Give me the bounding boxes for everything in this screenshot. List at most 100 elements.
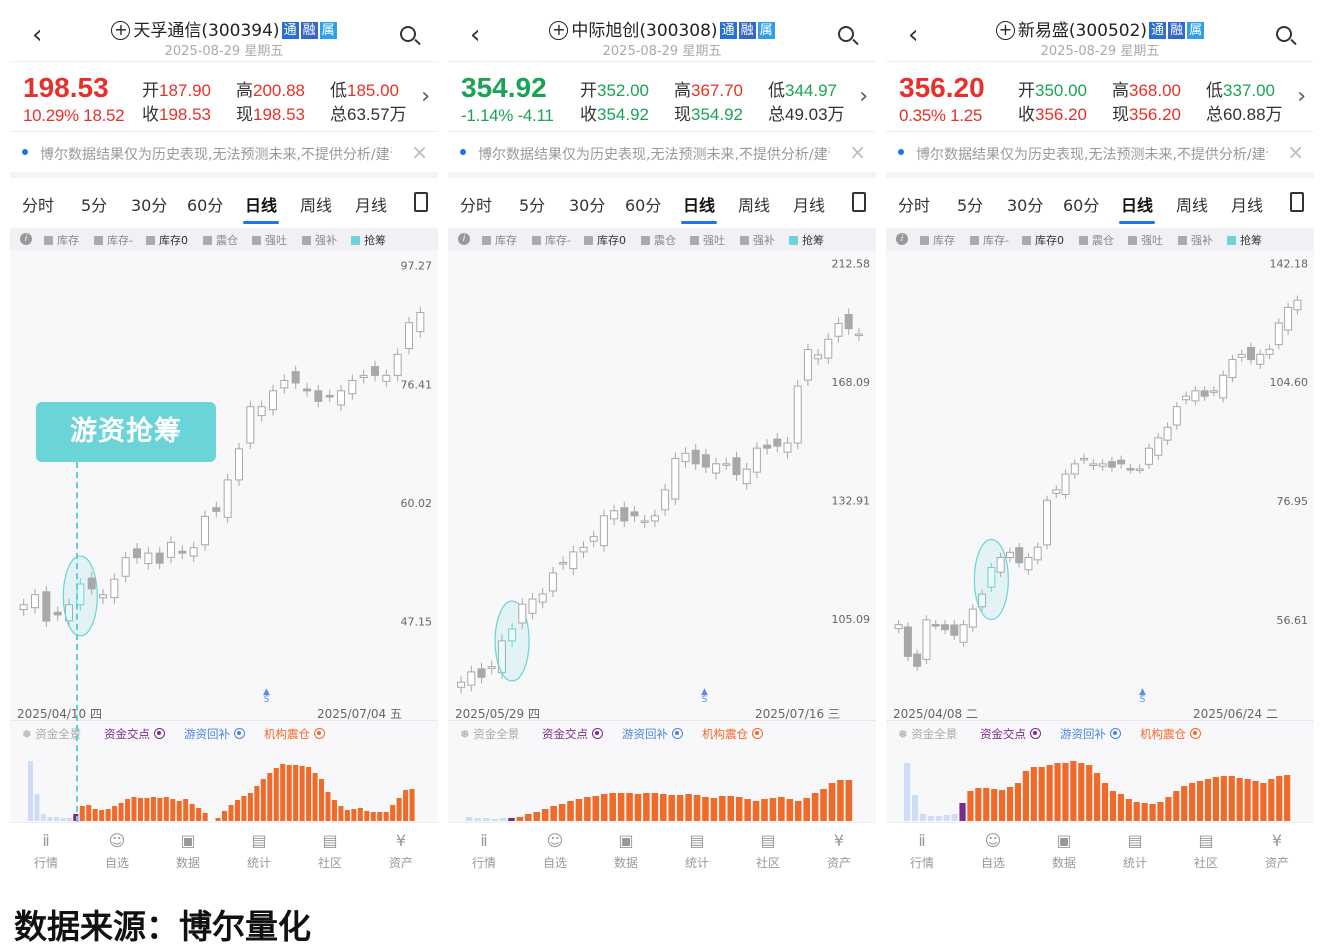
funds-cross-label[interactable]: 资金交点 xyxy=(104,726,165,742)
nav-market[interactable]: ⅱ 行情 xyxy=(33,831,58,870)
close-icon[interactable]: × xyxy=(849,140,866,164)
period-tabs: 分时 5分 30分 60分 日线 周线 月线 xyxy=(448,188,876,224)
tab-intraday[interactable]: 分时 xyxy=(22,196,55,215)
nav-stats[interactable]: ▤ 统计 xyxy=(1122,831,1147,870)
legend-item[interactable]: 强补 xyxy=(1178,232,1213,248)
close-icon[interactable]: × xyxy=(411,140,428,164)
back-icon[interactable]: ‹ xyxy=(32,20,43,50)
legend-item[interactable]: 库存 xyxy=(920,232,955,248)
tab-weekly[interactable]: 周线 xyxy=(300,196,333,215)
legend-item[interactable]: 库存- xyxy=(94,232,133,248)
nav-stats[interactable]: ▤ 统计 xyxy=(246,831,271,870)
field-value: 200.88 xyxy=(253,81,305,100)
nav-market[interactable]: ⅱ 行情 xyxy=(909,831,934,870)
search-icon[interactable] xyxy=(838,26,854,42)
chevron-right-icon[interactable]: › xyxy=(859,84,868,109)
nav-data[interactable]: ▣ 数据 xyxy=(1051,831,1076,870)
funds-cross-label[interactable]: 资金交点 xyxy=(980,726,1041,742)
funds-hot-label[interactable]: 游资回补 xyxy=(1060,726,1121,742)
funds-hot-label[interactable]: 游资回补 xyxy=(184,726,245,742)
legend-item[interactable]: 库存0 xyxy=(584,232,626,248)
tab-5min[interactable]: 5分 xyxy=(81,196,108,215)
legend-item[interactable]: 抢筹 xyxy=(1227,232,1262,248)
legend-item[interactable]: 库存 xyxy=(44,232,79,248)
tab-daily[interactable]: 日线 xyxy=(245,196,278,215)
funds-all-label[interactable]: ❅ 资金全景 xyxy=(898,727,958,741)
candlestick-chart[interactable]: 212.58 168.09 132.91 105.09 2025/05/29 四 20… xyxy=(448,250,876,721)
candlestick-chart[interactable]: 97.27 76.41 60.02 47.15 2025/04/10 四 2025/0… xyxy=(10,250,438,721)
legend-item[interactable]: 强补 xyxy=(302,232,337,248)
nav-community[interactable]: ▤ 社区 xyxy=(1193,831,1218,870)
funds-all-label[interactable]: ❅ 资金全景 xyxy=(460,727,520,741)
tab-weekly[interactable]: 周线 xyxy=(738,196,771,215)
tab-daily[interactable]: 日线 xyxy=(683,196,716,215)
tab-monthly[interactable]: 月线 xyxy=(1231,196,1264,215)
info-icon[interactable]: i xyxy=(458,233,470,245)
funds-all-label[interactable]: ❅ 资金全景 xyxy=(22,727,82,741)
tab-60min[interactable]: 60分 xyxy=(625,196,662,215)
add-watchlist-icon[interactable]: + xyxy=(111,21,131,40)
nav-assets[interactable]: ¥ 资产 xyxy=(388,831,413,870)
legend-item[interactable]: 库存- xyxy=(970,232,1009,248)
tab-monthly[interactable]: 月线 xyxy=(793,196,826,215)
tab-60min[interactable]: 60分 xyxy=(187,196,224,215)
legend-item[interactable]: 抢筹 xyxy=(351,232,386,248)
candlestick-chart[interactable]: 142.18 104.60 76.95 56.61 2025/04/08 二 2025… xyxy=(886,250,1314,721)
legend-item[interactable]: 强吐 xyxy=(1128,232,1163,248)
funds-inst-label[interactable]: 机构震仓 xyxy=(1140,726,1201,742)
legend-item[interactable]: 强补 xyxy=(740,232,775,248)
nav-community[interactable]: ▤ 社区 xyxy=(317,831,342,870)
search-icon[interactable] xyxy=(1276,26,1292,42)
nav-data[interactable]: ▣ 数据 xyxy=(613,831,638,870)
rotate-screen-icon[interactable] xyxy=(1290,192,1304,212)
funds-hot-label[interactable]: 游资回补 xyxy=(622,726,683,742)
rotate-screen-icon[interactable] xyxy=(414,192,428,212)
tab-monthly[interactable]: 月线 xyxy=(355,196,388,215)
funds-inst-label[interactable]: 机构震仓 xyxy=(264,726,325,742)
legend-item[interactable]: 库存 xyxy=(482,232,517,248)
legend-item[interactable]: 库存0 xyxy=(1022,232,1064,248)
tab-5min[interactable]: 5分 xyxy=(957,196,984,215)
add-watchlist-icon[interactable]: + xyxy=(549,21,569,40)
legend-item[interactable]: 震仓 xyxy=(1079,232,1114,248)
back-icon[interactable]: ‹ xyxy=(470,20,481,50)
legend-item[interactable]: 库存0 xyxy=(146,232,188,248)
tab-30min[interactable]: 30分 xyxy=(131,196,168,215)
tab-5min[interactable]: 5分 xyxy=(519,196,546,215)
nav-assets[interactable]: ¥ 资产 xyxy=(826,831,851,870)
rotate-screen-icon[interactable] xyxy=(852,192,866,212)
nav-assets[interactable]: ¥ 资产 xyxy=(1264,831,1289,870)
nav-stats[interactable]: ▤ 统计 xyxy=(684,831,709,870)
nav-watchlist[interactable]: ☺ 自选 xyxy=(104,831,129,870)
legend-item[interactable]: 震仓 xyxy=(203,232,238,248)
info-icon[interactable]: i xyxy=(896,233,908,245)
tab-60min[interactable]: 60分 xyxy=(1063,196,1100,215)
nav-community[interactable]: ▤ 社区 xyxy=(755,831,780,870)
info-icon[interactable]: i xyxy=(20,233,32,245)
legend-item[interactable]: 强吐 xyxy=(252,232,287,248)
legend-item[interactable]: 强吐 xyxy=(690,232,725,248)
nav-data[interactable]: ▣ 数据 xyxy=(175,831,200,870)
tab-30min[interactable]: 30分 xyxy=(569,196,606,215)
chevron-right-icon[interactable]: › xyxy=(1297,84,1306,109)
fund-bar xyxy=(1070,761,1077,821)
close-icon[interactable]: × xyxy=(1287,140,1304,164)
nav-market[interactable]: ⅱ 行情 xyxy=(471,831,496,870)
tab-intraday[interactable]: 分时 xyxy=(898,196,931,215)
funds-inst-label[interactable]: 机构震仓 xyxy=(702,726,763,742)
search-icon[interactable] xyxy=(400,26,416,42)
back-icon[interactable]: ‹ xyxy=(908,20,919,50)
legend-item[interactable]: 库存- xyxy=(532,232,571,248)
tab-intraday[interactable]: 分时 xyxy=(460,196,493,215)
add-watchlist-icon[interactable]: + xyxy=(995,21,1015,40)
legend-item[interactable]: 抢筹 xyxy=(789,232,824,248)
nav-watchlist[interactable]: ☺ 自选 xyxy=(542,831,567,870)
legend-item[interactable]: 震仓 xyxy=(641,232,676,248)
tab-30min[interactable]: 30分 xyxy=(1007,196,1044,215)
funds-cross-label[interactable]: 资金交点 xyxy=(542,726,603,742)
chevron-right-icon[interactable]: › xyxy=(421,84,430,109)
nav-watchlist[interactable]: ☺ 自选 xyxy=(980,831,1005,870)
change-amount: 18.52 xyxy=(83,106,125,125)
tab-daily[interactable]: 日线 xyxy=(1121,196,1154,215)
tab-weekly[interactable]: 周线 xyxy=(1176,196,1209,215)
